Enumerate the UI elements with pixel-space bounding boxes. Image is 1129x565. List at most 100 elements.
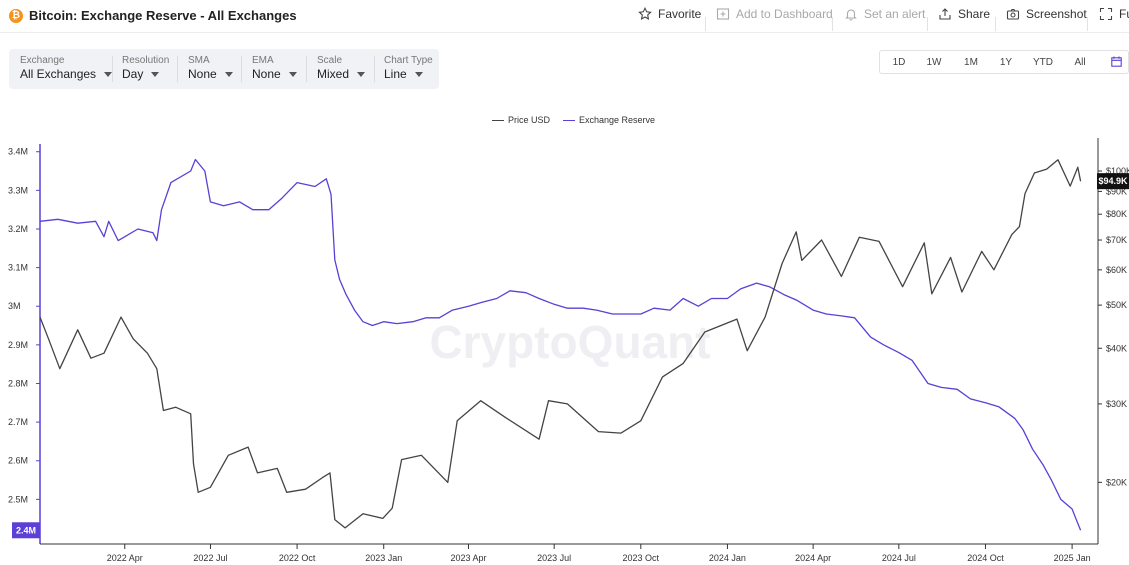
sma-label: SMA [188, 55, 210, 66]
right-tick-label: $100K [1106, 166, 1129, 176]
resolution-select[interactable]: Resolution Day [122, 55, 169, 82]
ema-label: EMA [252, 55, 274, 66]
legend-label-price: Price USD [508, 115, 551, 125]
right-current-value-badge [1097, 173, 1129, 190]
left-tick-label: 3M [8, 301, 21, 311]
series-group [39, 158, 1082, 531]
legend-label-reserve: Exchange Reserve [579, 115, 656, 125]
left-current-value-label: 2.4M [16, 525, 36, 535]
x-tick-label: 2024 Apr [795, 553, 831, 563]
screenshot-button[interactable]: Screenshot [1006, 7, 1087, 21]
left-tick-label: 3.4M [8, 147, 28, 157]
screenshot-label: Screenshot [1026, 7, 1087, 21]
right-tick-label: $40K [1106, 343, 1127, 353]
divider [832, 17, 833, 31]
x-tick-label: 2024 Jan [709, 553, 746, 563]
fullscreen-button[interactable]: Fu [1099, 7, 1129, 21]
right-axis: $20K $30K $40K $50K $60K $70K $80K $90K $100K [1097, 138, 1129, 544]
right-tick-label: $80K [1106, 209, 1127, 219]
resolution-label: Resolution [122, 55, 170, 66]
set-alert-button[interactable]: Set an alert [844, 7, 925, 21]
scale-select[interactable]: Scale Mixed [317, 55, 366, 82]
left-axis: 3.4M 3.3M 3.2M 3.1M 3M 2.9M 2.8M 2.7M 2.6M 2.5M [8, 144, 41, 544]
watermark: CryptoQuant [429, 316, 710, 368]
sma-select[interactable]: SMA None [188, 55, 233, 82]
favorite-button[interactable]: Favorite [638, 7, 701, 21]
series-line-exchange-reserve[interactable] [39, 158, 1082, 531]
left-tick-label: 2.9M [8, 340, 28, 350]
exchange-select[interactable]: Exchange All Exchanges [20, 55, 113, 82]
camera-icon [1006, 8, 1020, 20]
ema-select[interactable]: EMA None [252, 55, 297, 82]
add-dashboard-icon [716, 8, 730, 20]
legend-swatch-reserve [563, 119, 575, 121]
divider [1087, 17, 1088, 31]
x-tick-label: 2023 Jul [537, 553, 571, 563]
scale-label: Scale [317, 55, 343, 66]
bell-icon [845, 9, 857, 21]
share-icon [939, 8, 951, 20]
calendar-icon[interactable] [1111, 56, 1122, 67]
page-title: Bitcoin: Exchange Reserve - All Exchange… [29, 8, 297, 23]
chart-type-select[interactable]: Chart Type Line [384, 55, 433, 82]
chart-controls: Exchange All Exchanges Resolution Day SM… [9, 49, 439, 89]
right-tick-label: $20K [1106, 477, 1127, 487]
set-alert-label: Set an alert [864, 7, 926, 21]
x-tick-label: 2023 Oct [623, 553, 660, 563]
range-ytd-button[interactable]: YTD [1033, 56, 1053, 68]
top-bar: ₿ Bitcoin: Exchange Reserve - All Exchan… [0, 0, 1129, 33]
left-tick-label: 2.5M [8, 494, 28, 504]
range-1y-button[interactable]: 1Y [999, 56, 1013, 68]
chevron-down-icon [288, 72, 297, 77]
sma-value: None [188, 67, 217, 81]
divider [374, 56, 375, 82]
series-line-price-usd[interactable] [39, 159, 1082, 529]
range-selector: 1D 1W 1M 1Y YTD All [879, 50, 1129, 74]
chevron-down-icon [357, 72, 366, 77]
chart-legend: Price USD Exchange Reserve [0, 115, 1129, 129]
left-tick-label: 3.3M [8, 185, 28, 195]
chevron-down-icon [104, 72, 113, 77]
range-1w-button[interactable]: 1W [926, 56, 942, 68]
right-tick-label: $70K [1106, 235, 1127, 245]
x-tick-label: 2023 Apr [450, 553, 486, 563]
right-tick-label: $30K [1106, 399, 1127, 409]
divider [112, 56, 113, 82]
chart-type-label: Chart Type [384, 55, 433, 66]
legend-item-price-usd[interactable]: Price USD [492, 115, 550, 125]
range-all-button[interactable]: All [1074, 56, 1086, 68]
left-tick-label: 2.8M [8, 378, 28, 388]
fullscreen-icon [1099, 7, 1113, 21]
star-icon [638, 7, 652, 20]
x-tick-label: 2022 Oct [279, 553, 316, 563]
ema-value: None [252, 67, 281, 81]
right-tick-label: $60K [1106, 265, 1127, 275]
divider [927, 17, 928, 31]
divider [705, 17, 706, 31]
divider [241, 56, 242, 82]
range-1m-button[interactable]: 1M [964, 56, 978, 68]
left-tick-label: 3.1M [8, 263, 28, 273]
exchange-label: Exchange [20, 55, 65, 66]
left-tick-label: 3.2M [8, 224, 28, 234]
share-label: Share [958, 7, 991, 21]
current-value-labels: 2.4M $94.9K [12, 173, 1129, 539]
x-tick-label: 2024 Oct [967, 553, 1004, 563]
divider [177, 56, 178, 82]
divider [306, 56, 307, 82]
fullscreen-label: Fu [1119, 7, 1129, 21]
add-to-dashboard-button[interactable]: Add to Dashboard [716, 7, 833, 21]
chart-type-value: Line [384, 67, 407, 81]
legend-item-exchange-reserve[interactable]: Exchange Reserve [563, 115, 655, 125]
left-current-value-badge [12, 522, 40, 539]
x-tick-label: 2025 Jan [1054, 553, 1091, 563]
right-tick-label: $50K [1106, 300, 1127, 310]
bitcoin-icon: ₿ [9, 8, 23, 23]
right-current-value-label: $94.9K [1098, 176, 1128, 186]
x-tick-label: 2023 Jan [365, 553, 402, 563]
divider [995, 17, 996, 31]
chevron-down-icon [414, 72, 423, 77]
share-button[interactable]: Share [938, 7, 990, 21]
right-tick-label: $90K [1106, 186, 1127, 196]
range-1d-button[interactable]: 1D [892, 56, 906, 68]
